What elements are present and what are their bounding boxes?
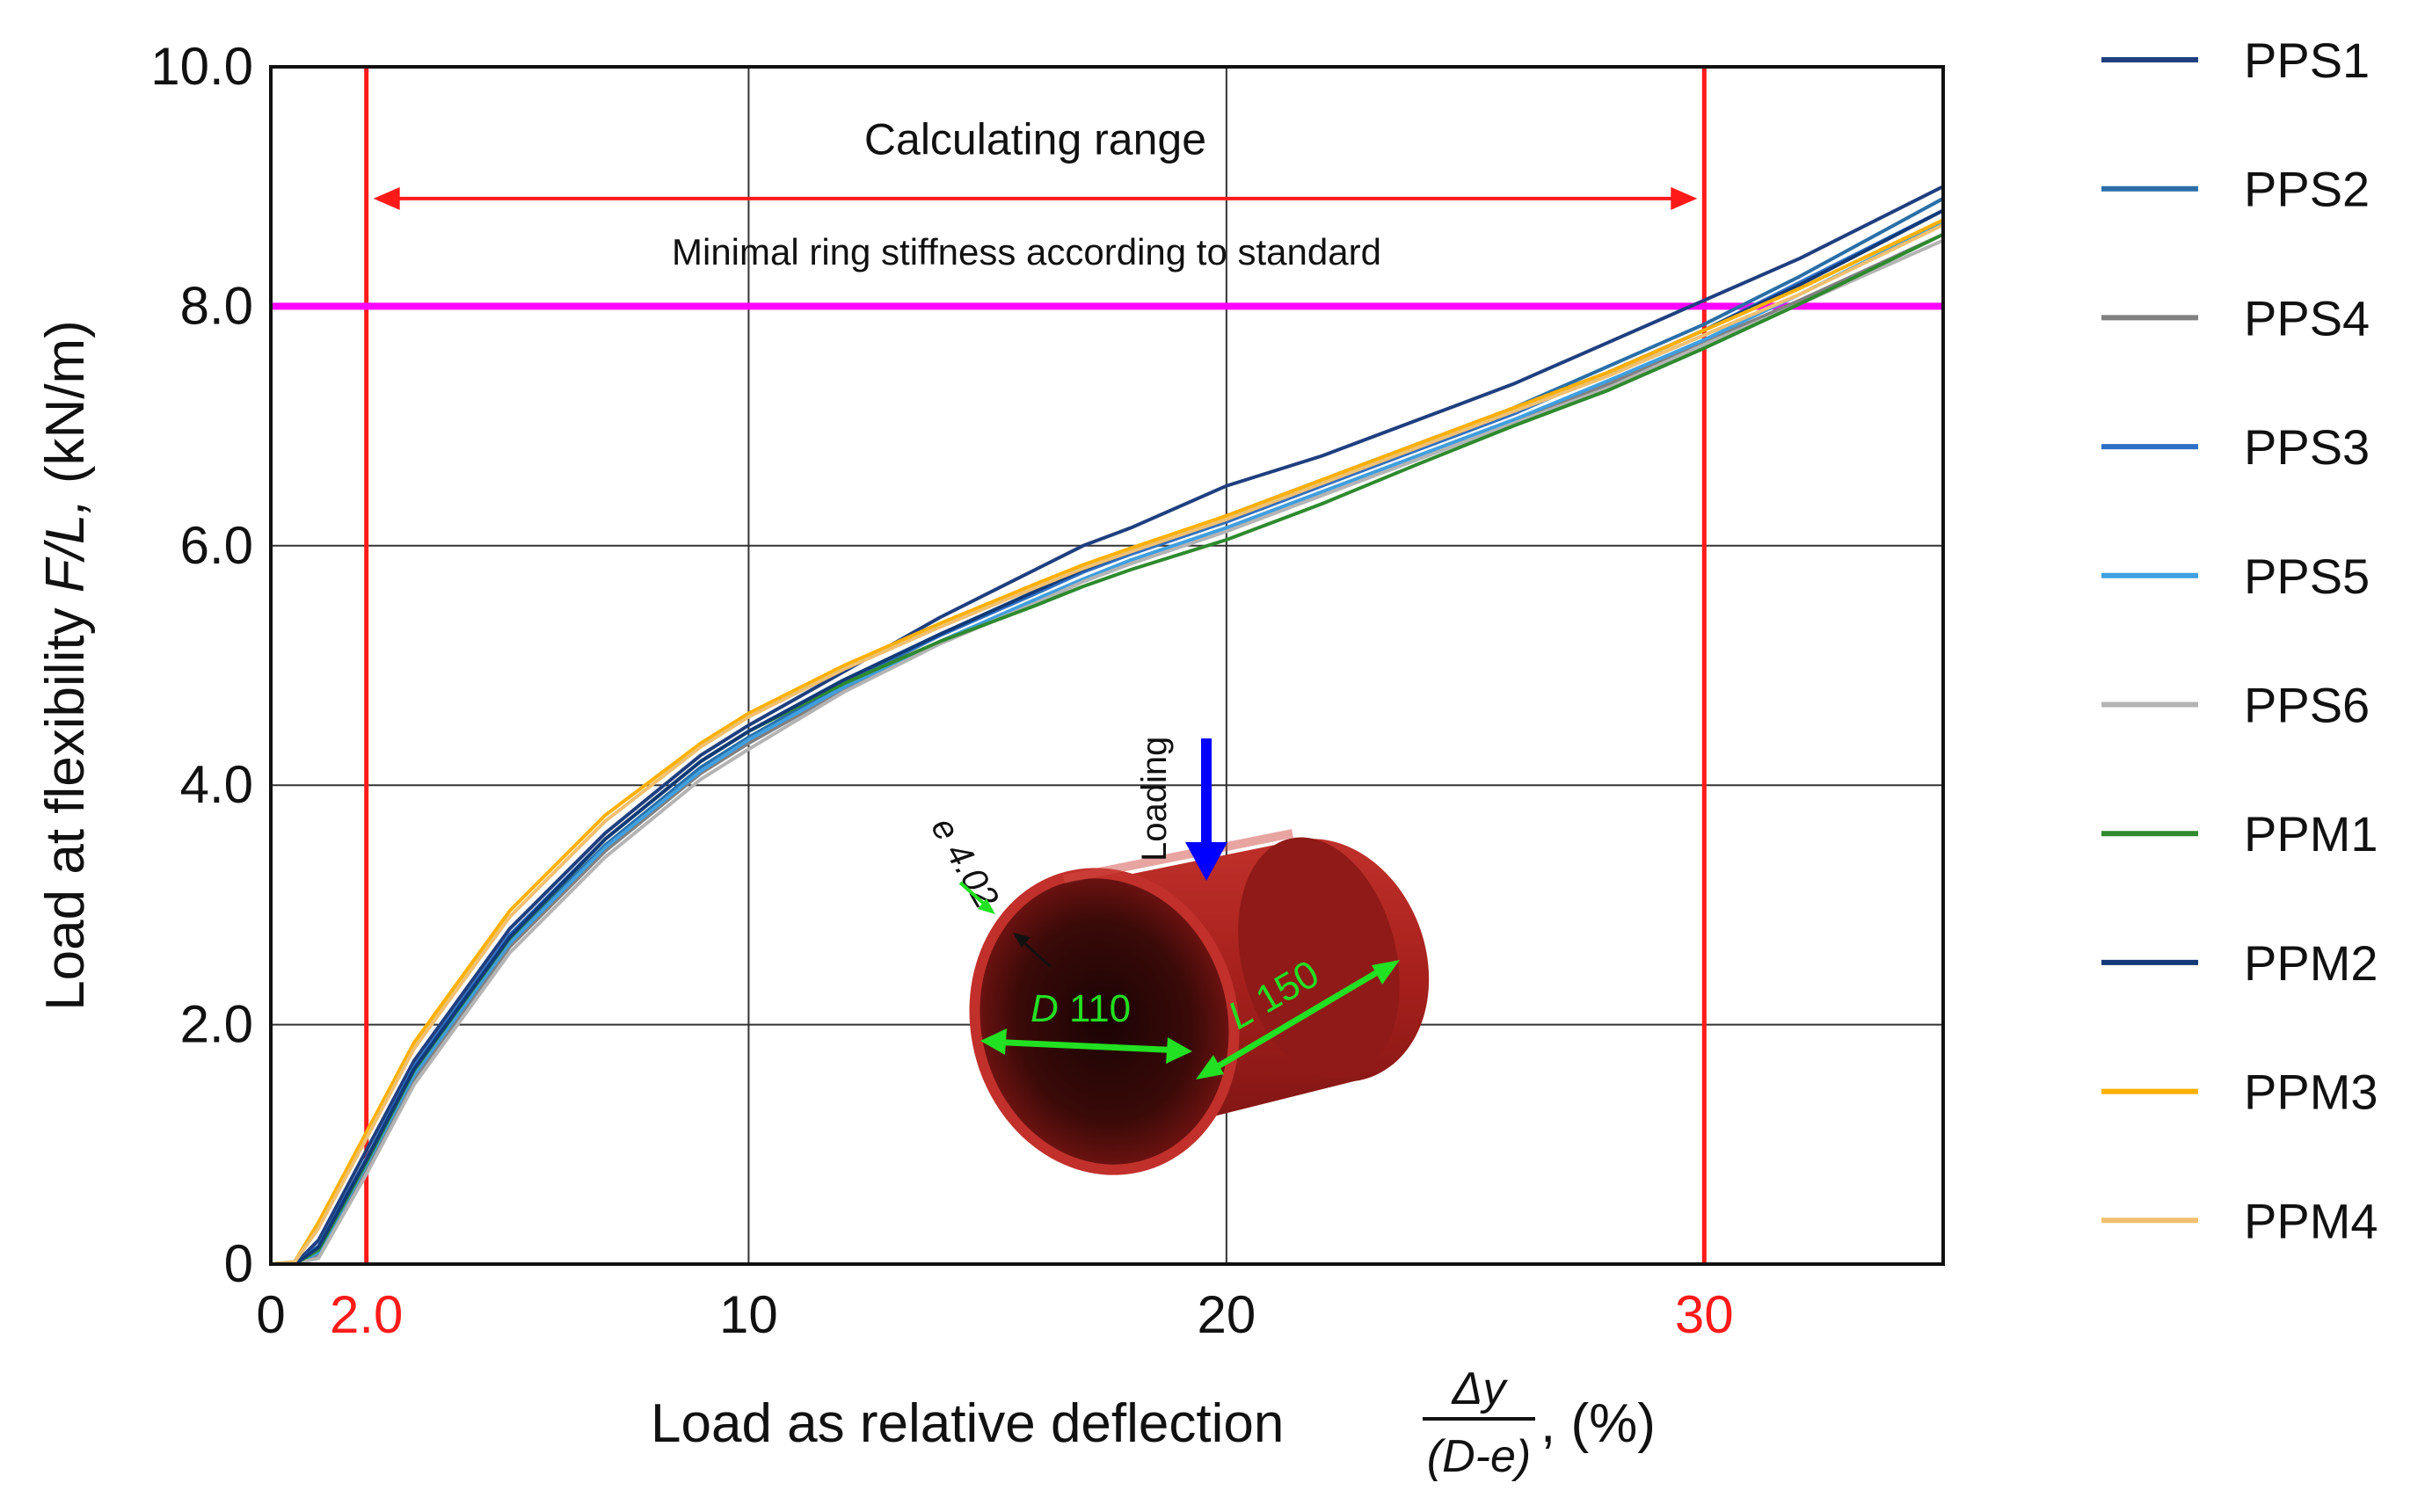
x-tick-label: 30 — [1675, 1285, 1734, 1344]
legend-label-pps1: PPS1 — [2244, 33, 2370, 88]
legend-label-ppm1: PPM1 — [2244, 806, 2378, 861]
y-tick-label: 6.0 — [180, 516, 253, 575]
legend-label-pps3: PPS3 — [2244, 419, 2370, 475]
x-axis-title-prefix: Load as relative deflection — [651, 1393, 1284, 1454]
diameter-dimension — [988, 1038, 1183, 1054]
diameter-arrowhead-right — [1166, 1037, 1192, 1064]
length-dimension — [1203, 962, 1391, 1078]
thickness-arrowhead-inner — [1013, 933, 1030, 948]
x-tick-label: 10 — [719, 1285, 778, 1344]
range-arrowhead-left — [373, 186, 400, 210]
y-tick-label: 10.0 — [150, 37, 253, 96]
thickness-label: e 4.02 — [923, 811, 1006, 915]
x-axis-fraction-denominator: (D-e) — [1427, 1431, 1531, 1482]
reference-lines — [271, 67, 1943, 1264]
x-tick-label: 0 — [256, 1285, 285, 1344]
legend-label-pps6: PPS6 — [2244, 678, 2370, 733]
diameter-variable: D — [1030, 987, 1059, 1030]
calculating-range-label: Calculating range — [864, 115, 1206, 164]
series-line-pps1 — [271, 185, 1943, 1264]
y-tick-label: 2.0 — [180, 995, 253, 1054]
y-axis-title-suffix: (kN/m) — [35, 320, 96, 498]
y-axis-title-prefix: Load at flexibility — [35, 592, 96, 1011]
y-tick-label: 0 — [224, 1234, 253, 1293]
y-axis-title: Load at flexibility F/L, (kN/m) — [35, 320, 96, 1011]
y-axis-title-variable: F/L, — [35, 498, 96, 592]
series-layer — [271, 185, 1943, 1264]
y-tick-label: 4.0 — [180, 755, 253, 814]
x-axis-fraction-numerator: Δy — [1451, 1363, 1509, 1414]
length-arrowhead-left — [1196, 1055, 1224, 1079]
series-line-ppm3 — [271, 218, 1943, 1264]
loading-label: Loading — [1135, 737, 1174, 861]
pipe-inset: Loading e 4.02 D 110 L 150 — [923, 737, 1430, 1175]
legend-label-pps4: PPS4 — [2244, 290, 2370, 345]
thickness-arrowhead-outer — [978, 898, 995, 914]
diameter-arrowhead-left — [980, 1029, 1007, 1055]
plot-frame — [269, 65, 1945, 1266]
pipe-opening — [979, 878, 1229, 1165]
length-arrowhead-right — [1372, 960, 1400, 985]
diameter-label: D 110 — [1030, 987, 1131, 1030]
legend-label-pps2: PPS2 — [2244, 162, 2370, 217]
x-tick-label: 2.0 — [330, 1285, 403, 1344]
series-line-ppm4 — [271, 223, 1943, 1264]
legend-label-ppm2: PPM2 — [2244, 935, 2378, 991]
x-axis-title-suffix: , (%) — [1540, 1393, 1656, 1454]
diameter-value: 110 — [1059, 987, 1131, 1030]
loading-arrowhead — [1185, 842, 1227, 881]
legend-label-ppm4: PPM4 — [2244, 1193, 2378, 1248]
pipe-top-highlight — [1063, 829, 1293, 883]
legend-label-ppm3: PPM3 — [2244, 1065, 2378, 1120]
range-arrowhead-right — [1671, 186, 1698, 210]
x-axis-title: Load as relative deflection — [651, 1393, 1284, 1454]
legend: PPS1 PPS2 PPS4 PPS3 PPS5 PPS6 PPM1 PPM2 PPM3 PPM4 — [2101, 33, 2378, 1248]
x-tick-label: 20 — [1197, 1285, 1256, 1344]
pipe-far-end — [1238, 837, 1400, 1079]
y-tick-label: 8.0 — [180, 276, 253, 335]
standard-line-label: Minimal ring stiffness according to stan… — [672, 231, 1381, 273]
legend-label-pps5: PPS5 — [2244, 549, 2370, 604]
tick-labels: 0 2.0 10 20 30 0 2.0 4.0 6.0 8.0 10.0 — [150, 37, 1733, 1344]
